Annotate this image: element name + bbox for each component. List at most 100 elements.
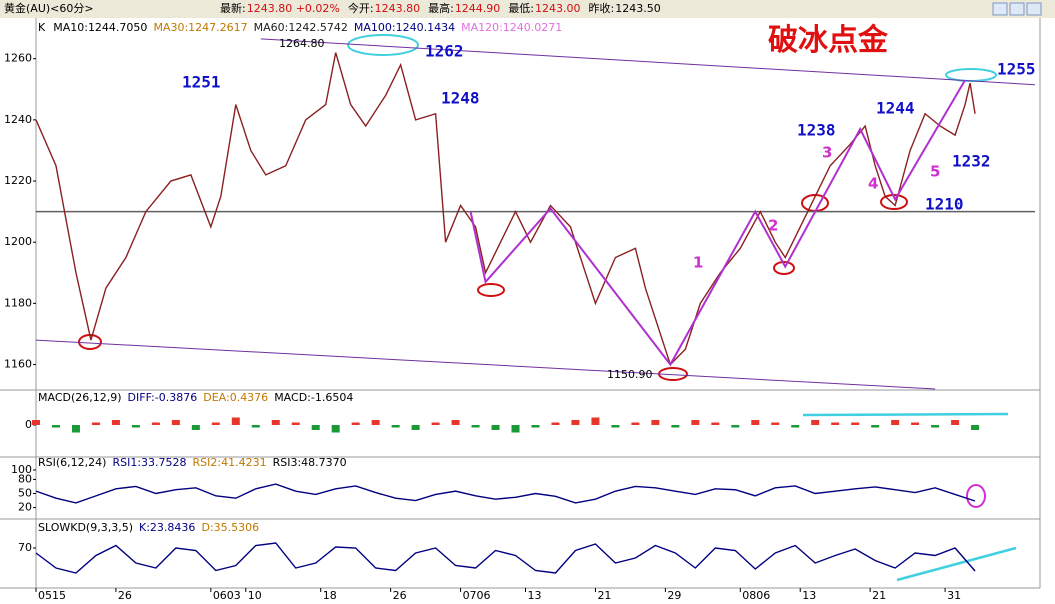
label: 1243.80 +0.02% [247, 2, 340, 15]
y-tick-label: 70 [18, 541, 32, 554]
label: MA10:1244.7050 [53, 21, 147, 34]
label: RSI1:33.7528 [112, 456, 186, 469]
channel-line [260, 38, 1036, 86]
macd-bar [791, 425, 800, 428]
label: 1243.80 [375, 2, 421, 15]
label: MA120:1240.0271 [461, 21, 562, 34]
nav-button[interactable] [992, 2, 1008, 16]
top-bar [0, 0, 1055, 18]
macd-bar [611, 425, 620, 428]
y-tick-label: 1200 [4, 235, 32, 248]
macd-bar [671, 425, 680, 428]
macd-bar [211, 422, 220, 425]
nav-button[interactable] [1026, 2, 1042, 16]
x-tick-label: 0603 [213, 589, 241, 602]
top-marker [945, 68, 997, 82]
macd-bar [151, 422, 160, 425]
low-marker [773, 261, 795, 275]
label: DIFF:-0.3876 [128, 391, 198, 404]
macd-bar [471, 425, 480, 428]
price-annotation: 1262 [425, 42, 464, 61]
price-line [35, 483, 976, 504]
macd-bar [591, 417, 600, 425]
y-tick-label: 1160 [4, 358, 32, 371]
macd-bar [951, 420, 960, 425]
macd-bar [911, 422, 920, 425]
wave-label: 2 [768, 217, 778, 235]
label: MACD:-1.6504 [274, 391, 353, 404]
y-tick-label: 80 [18, 472, 32, 485]
macd-bar [631, 422, 640, 425]
macd-bar [91, 422, 100, 425]
y-tick-label: 1240 [4, 113, 32, 126]
wave-label: 1 [693, 254, 703, 272]
wave-line [469, 79, 966, 367]
label: 最低: [508, 2, 534, 15]
macd-bar [851, 422, 860, 425]
x-tick-label: 0806 [742, 589, 770, 602]
macd-bar [871, 425, 880, 428]
x-tick-label: 26 [393, 589, 407, 602]
macd-bar [711, 422, 720, 425]
y-tick-label: 1220 [4, 174, 32, 187]
price-annotation: 1238 [797, 121, 836, 140]
macd-bar [731, 425, 740, 428]
price-annotation: 1255 [997, 60, 1036, 79]
label: RSI3:48.7370 [273, 456, 347, 469]
macd-bar [931, 425, 940, 428]
macd-bar [131, 425, 140, 428]
macd-bar [751, 420, 760, 425]
label: DEA:0.4376 [203, 391, 268, 404]
chart-title: 破冰点金 [768, 23, 889, 58]
macd-bar [371, 420, 380, 425]
label: MACD(26,12,9) [38, 391, 122, 404]
x-tick-label: 0706 [463, 589, 491, 602]
macd-bar [811, 420, 820, 425]
top-marker [347, 34, 419, 56]
y-tick-label: 50 [18, 487, 32, 500]
macd-bar [391, 425, 400, 428]
x-tick-label: 31 [947, 589, 961, 602]
price-annotation: 1210 [925, 195, 964, 214]
x-tick-label: 21 [597, 589, 611, 602]
macd-bar [411, 425, 420, 430]
price-annotation: 1244 [876, 99, 915, 118]
x-tick-label: 26 [118, 589, 132, 602]
highlight-ellipses [78, 34, 997, 508]
wave-label: 4 [868, 175, 878, 193]
low-marker [477, 283, 505, 297]
macd-bar [891, 420, 900, 425]
x-tick-label: 13 [802, 589, 816, 602]
x-tick-label: 29 [667, 589, 681, 602]
macd-bar [251, 425, 260, 428]
macd-bar [651, 420, 660, 425]
price-annotation: 1248 [441, 89, 480, 108]
rsi-marker [966, 484, 986, 508]
nav-button[interactable] [1009, 2, 1025, 16]
macd-bar [271, 420, 280, 425]
macd-bar [291, 422, 300, 425]
label: 昨收: [589, 1, 615, 15]
macd-bar [331, 425, 340, 433]
kd-trendline [896, 546, 1017, 582]
label: RSI(6,12,24) [38, 456, 106, 469]
label: 今开: [348, 1, 374, 15]
macd-bar [351, 422, 360, 425]
y-tick-label: 1260 [4, 52, 32, 65]
macd-bar [511, 425, 520, 433]
x-tick-label: 21 [872, 589, 886, 602]
label: MA100:1240.1434 [354, 21, 455, 34]
label: K:23.8436 [139, 521, 195, 534]
label: MA30:1247.2617 [153, 21, 247, 34]
label: 最新: [220, 1, 246, 15]
label: 最高: [428, 1, 454, 15]
x-tick-label: 10 [248, 589, 262, 602]
y-tick-label: 1180 [4, 296, 32, 309]
macd-trendline [802, 412, 1009, 417]
label: D:35.5306 [201, 521, 259, 534]
macd-bar [431, 422, 440, 425]
x-tick-label: 0515 [38, 589, 66, 602]
label: RSI2:41.4231 [193, 456, 267, 469]
macd-bar [831, 422, 840, 425]
